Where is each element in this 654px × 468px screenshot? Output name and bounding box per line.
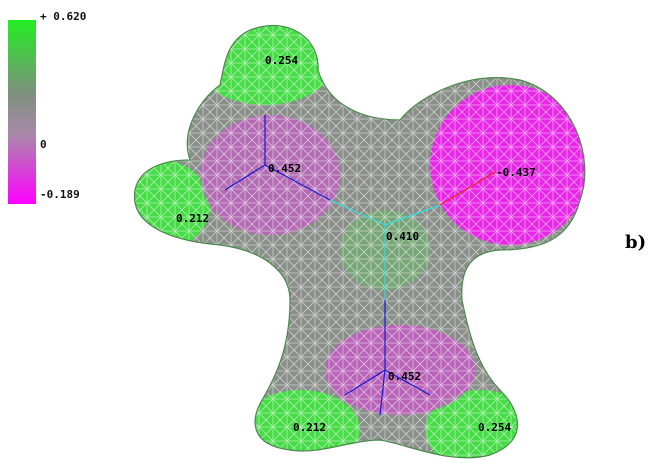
scale-max-label: + 0.620 <box>40 10 87 23</box>
charge-label: 0.452 <box>268 162 301 175</box>
bond-skeleton <box>224 115 496 416</box>
charge-label: 0.212 <box>176 212 209 225</box>
color-scale-bar <box>8 20 36 204</box>
bond-line <box>224 164 266 191</box>
bond-line <box>384 369 431 396</box>
bond-line <box>439 171 496 206</box>
charge-label: 0.410 <box>386 230 419 243</box>
bond-line <box>384 204 441 226</box>
panel-label: b) <box>625 232 647 253</box>
bond-line <box>329 199 386 226</box>
bond-line <box>344 369 386 396</box>
scale-min-label: -0.189 <box>40 188 80 201</box>
charge-label: 0.212 <box>293 421 326 434</box>
charge-label: -0.437 <box>496 166 536 179</box>
bond-line <box>264 164 331 201</box>
scale-zero-label: 0 <box>40 138 47 151</box>
charge-label: 0.254 <box>478 421 511 434</box>
bond-line <box>379 369 386 416</box>
charge-label: 0.452 <box>388 370 421 383</box>
charge-label: 0.254 <box>265 54 298 67</box>
surface-outline <box>133 24 586 459</box>
